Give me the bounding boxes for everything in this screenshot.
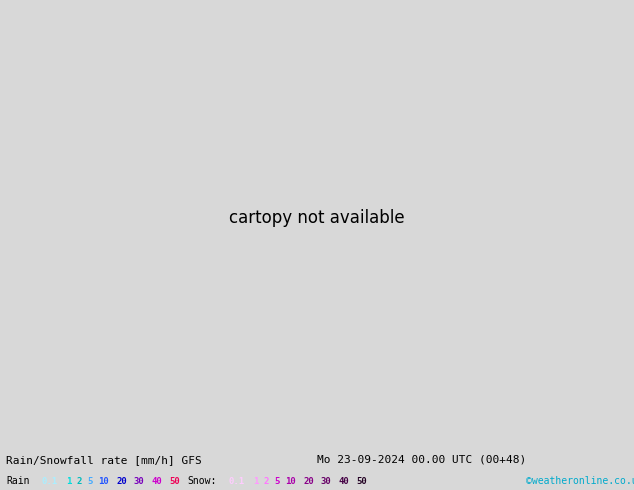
Text: 40: 40 — [339, 477, 349, 486]
Text: 2: 2 — [77, 477, 82, 486]
Text: Mo 23-09-2024 00.00 UTC (00+48): Mo 23-09-2024 00.00 UTC (00+48) — [317, 455, 526, 465]
Text: 30: 30 — [321, 477, 332, 486]
Text: 20: 20 — [303, 477, 314, 486]
Text: 0.1: 0.1 — [228, 477, 244, 486]
Text: 20: 20 — [116, 477, 127, 486]
Text: 10: 10 — [98, 477, 109, 486]
Text: Rain: Rain — [6, 476, 30, 486]
Text: 40: 40 — [152, 477, 162, 486]
Text: 0.1: 0.1 — [41, 477, 57, 486]
Text: 10: 10 — [285, 477, 296, 486]
Text: cartopy not available: cartopy not available — [229, 209, 405, 227]
Text: ©weatheronline.co.uk: ©weatheronline.co.uk — [526, 476, 634, 486]
Text: 5: 5 — [275, 477, 280, 486]
Text: 1: 1 — [66, 477, 71, 486]
Text: 30: 30 — [134, 477, 145, 486]
Text: Rain/Snowfall rate [mm/h] GFS: Rain/Snowfall rate [mm/h] GFS — [6, 455, 202, 465]
Text: 50: 50 — [356, 477, 367, 486]
Text: 1: 1 — [253, 477, 258, 486]
Text: 2: 2 — [264, 477, 269, 486]
Text: 5: 5 — [87, 477, 93, 486]
Text: Snow:: Snow: — [187, 476, 216, 486]
Text: 50: 50 — [169, 477, 180, 486]
